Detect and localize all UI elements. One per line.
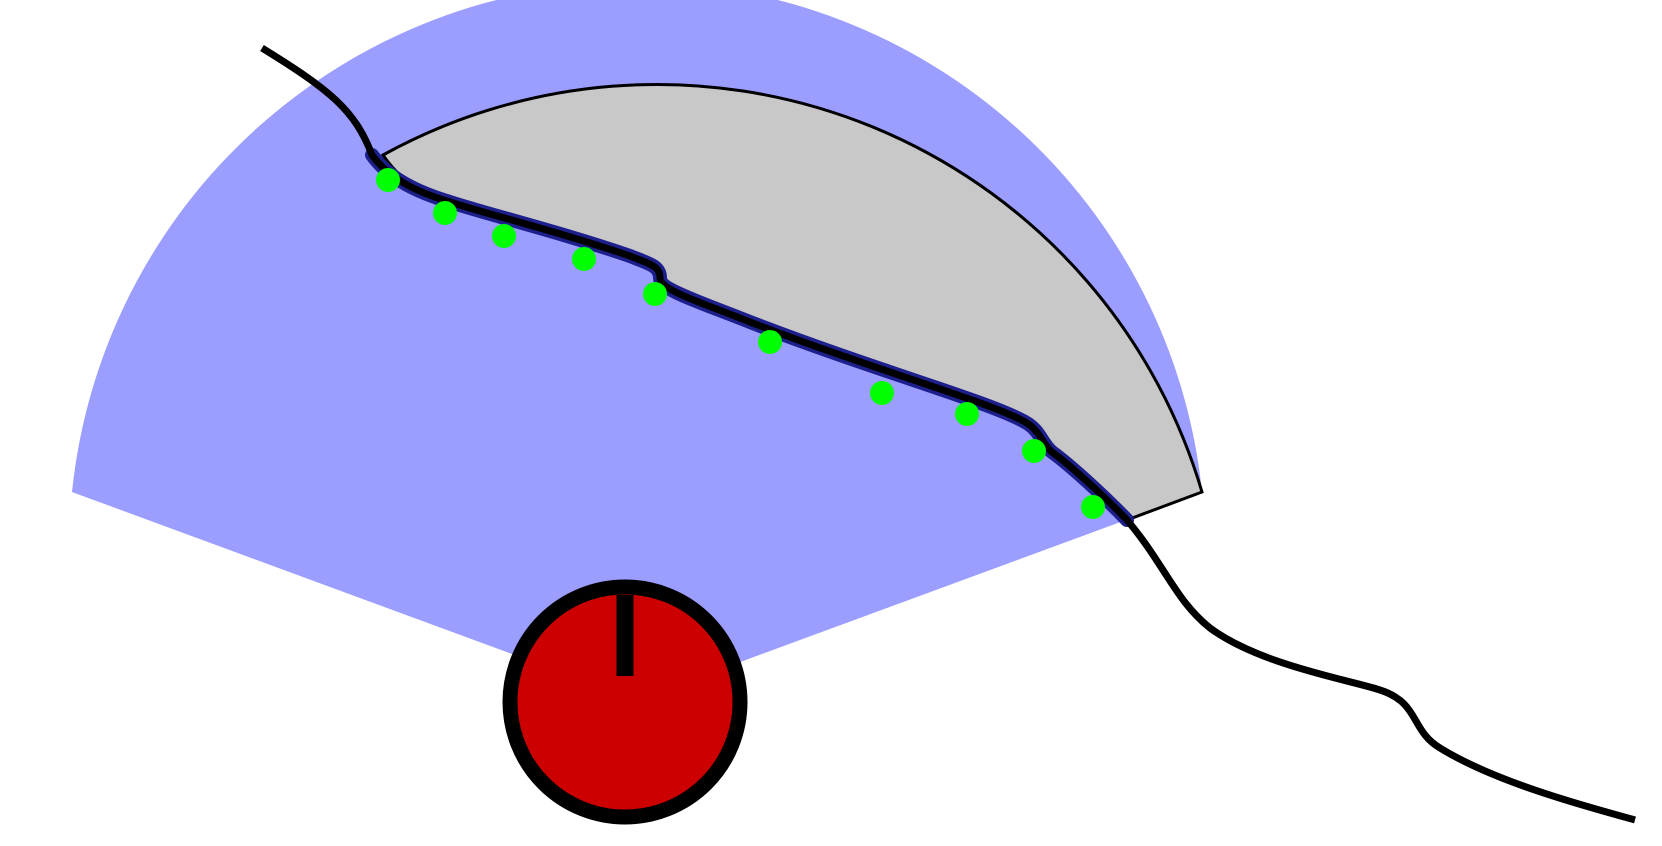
- scan-sample-points: [376, 168, 1105, 519]
- wall-boundary-line: [260, 45, 1636, 824]
- scan-sample-point: [433, 201, 457, 225]
- scan-sample-point: [1022, 439, 1046, 463]
- scan-sample-point: [870, 381, 894, 405]
- scan-sample-point: [492, 224, 516, 248]
- robot-body: [502, 579, 748, 825]
- robot: [502, 579, 748, 825]
- scan-sample-point: [376, 168, 400, 192]
- scan-sample-point: [643, 282, 667, 306]
- scan-sample-point: [1081, 495, 1105, 519]
- scan-sample-point: [955, 402, 979, 426]
- scan-sample-point: [572, 247, 596, 271]
- scan-sample-point: [758, 330, 782, 354]
